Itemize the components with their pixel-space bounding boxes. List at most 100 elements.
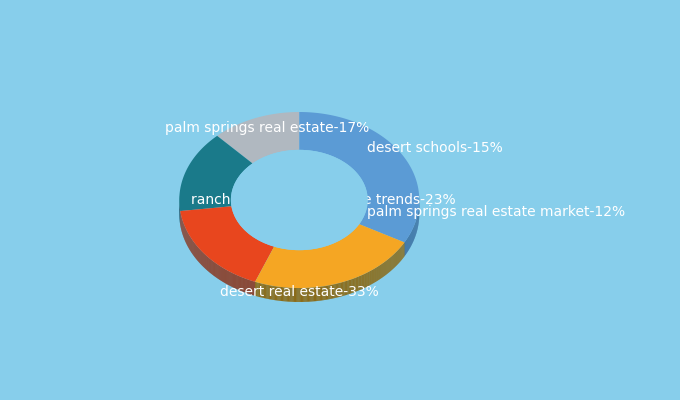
Polygon shape [284, 287, 285, 301]
Polygon shape [281, 248, 282, 253]
Polygon shape [331, 244, 332, 249]
Polygon shape [321, 247, 322, 252]
Polygon shape [346, 281, 347, 295]
Polygon shape [340, 240, 341, 244]
Polygon shape [338, 283, 339, 297]
Polygon shape [335, 242, 336, 247]
Ellipse shape [231, 150, 368, 250]
Polygon shape [315, 287, 316, 301]
Polygon shape [302, 250, 303, 254]
Polygon shape [265, 243, 266, 248]
Polygon shape [294, 250, 296, 254]
Polygon shape [374, 269, 375, 283]
Polygon shape [258, 240, 259, 245]
Polygon shape [275, 247, 277, 252]
Polygon shape [279, 287, 280, 301]
Polygon shape [279, 248, 281, 252]
Polygon shape [361, 275, 362, 290]
Polygon shape [323, 286, 324, 300]
Polygon shape [309, 250, 311, 254]
Polygon shape [252, 236, 253, 241]
Polygon shape [341, 282, 342, 296]
Polygon shape [260, 283, 261, 297]
Polygon shape [288, 250, 289, 254]
Polygon shape [355, 278, 356, 292]
Polygon shape [323, 247, 324, 251]
Polygon shape [262, 242, 263, 247]
Polygon shape [342, 282, 343, 296]
Polygon shape [328, 245, 329, 250]
Polygon shape [315, 249, 316, 253]
Polygon shape [345, 237, 346, 242]
Polygon shape [299, 288, 301, 302]
Text: desert schools-15%: desert schools-15% [367, 141, 503, 155]
Polygon shape [259, 283, 260, 297]
Polygon shape [313, 287, 314, 302]
Polygon shape [314, 287, 315, 301]
Polygon shape [332, 244, 333, 248]
Polygon shape [281, 287, 282, 301]
Polygon shape [283, 287, 284, 301]
Polygon shape [330, 285, 331, 299]
Polygon shape [366, 273, 367, 287]
Polygon shape [303, 250, 304, 254]
Polygon shape [358, 276, 359, 290]
Polygon shape [339, 240, 340, 245]
Polygon shape [370, 271, 371, 285]
Polygon shape [288, 288, 289, 302]
Polygon shape [319, 248, 320, 252]
Polygon shape [255, 238, 256, 243]
Polygon shape [324, 246, 325, 251]
Polygon shape [348, 234, 349, 239]
Polygon shape [267, 244, 268, 249]
Polygon shape [326, 246, 327, 250]
Polygon shape [277, 248, 279, 252]
Polygon shape [249, 234, 250, 239]
Polygon shape [334, 284, 335, 298]
Polygon shape [273, 286, 274, 300]
Polygon shape [298, 250, 299, 254]
Polygon shape [285, 287, 286, 302]
Polygon shape [364, 274, 365, 288]
Polygon shape [257, 282, 258, 296]
Polygon shape [290, 288, 292, 302]
Polygon shape [262, 284, 263, 298]
Polygon shape [341, 239, 342, 244]
Polygon shape [264, 284, 265, 298]
Polygon shape [353, 278, 354, 293]
Text: desert real estate-33%: desert real estate-33% [220, 285, 379, 299]
Polygon shape [354, 278, 355, 292]
Polygon shape [329, 245, 330, 249]
Polygon shape [334, 243, 335, 248]
Polygon shape [367, 272, 368, 286]
Polygon shape [306, 288, 307, 302]
Polygon shape [264, 243, 265, 248]
Polygon shape [251, 236, 252, 240]
Polygon shape [320, 286, 321, 301]
Polygon shape [305, 288, 306, 302]
Polygon shape [265, 284, 266, 298]
Polygon shape [277, 286, 279, 301]
Polygon shape [217, 112, 299, 164]
Polygon shape [248, 233, 249, 238]
Polygon shape [359, 276, 360, 290]
Polygon shape [246, 232, 247, 236]
Polygon shape [339, 283, 341, 297]
Polygon shape [308, 288, 309, 302]
Polygon shape [259, 241, 260, 245]
Polygon shape [313, 249, 315, 253]
Polygon shape [302, 288, 303, 302]
Polygon shape [311, 288, 312, 302]
Polygon shape [327, 286, 328, 300]
Polygon shape [337, 241, 339, 246]
Polygon shape [287, 288, 288, 302]
Polygon shape [255, 224, 405, 288]
Polygon shape [284, 249, 285, 253]
Polygon shape [310, 288, 311, 302]
Polygon shape [369, 271, 370, 285]
Polygon shape [180, 136, 252, 211]
Polygon shape [312, 288, 313, 302]
Polygon shape [289, 288, 290, 302]
Polygon shape [273, 246, 275, 251]
Polygon shape [282, 248, 283, 253]
